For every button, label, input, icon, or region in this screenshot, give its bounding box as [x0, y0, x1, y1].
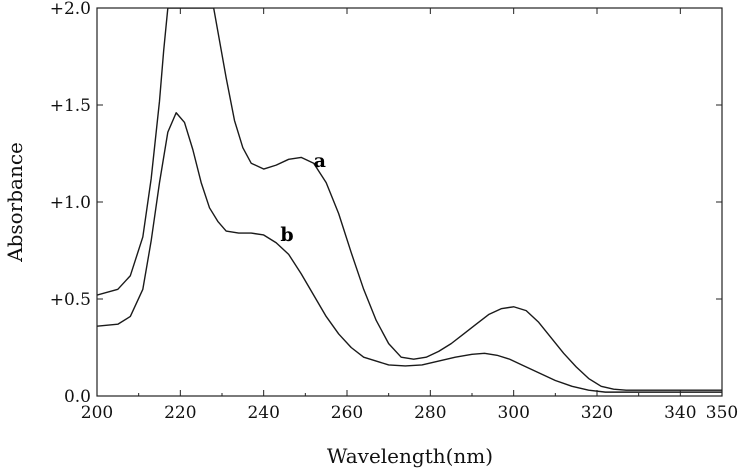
y-tick-label: +1.5 [50, 96, 91, 116]
y-axis-title: Absorbance [3, 142, 27, 263]
y-tick-label: 0.0 [64, 387, 91, 407]
x-tick-label: 240 [247, 403, 279, 423]
y-tick-label: +1.0 [50, 193, 91, 213]
x-tick-label: 340 [664, 403, 696, 423]
x-tick-label: 300 [497, 403, 529, 423]
series-b-line [97, 112, 722, 393]
plot-area: ab [96, 7, 723, 397]
x-tick-label: 200 [81, 403, 113, 423]
x-tick-label: 350 [706, 403, 738, 423]
x-tick-label: 220 [164, 403, 196, 423]
series-label-a: a [314, 150, 326, 172]
series-label-b: b [280, 224, 293, 246]
y-tick-label: +2.0 [50, 0, 91, 19]
x-tick-label: 260 [331, 403, 363, 423]
x-axis: 200 220 240 260 280 300 320 340 350 [81, 8, 738, 423]
x-tick-label: 280 [414, 403, 446, 423]
plot-frame [96, 7, 723, 397]
y-axis: 0.0 +0.5 +1.0 +1.5 +2.0 [50, 0, 722, 407]
x-axis-title: Wavelength(nm) [327, 444, 493, 468]
series-a-line [97, 8, 722, 391]
x-tick-label: 320 [581, 403, 613, 423]
y-tick-label: +0.5 [50, 290, 91, 310]
